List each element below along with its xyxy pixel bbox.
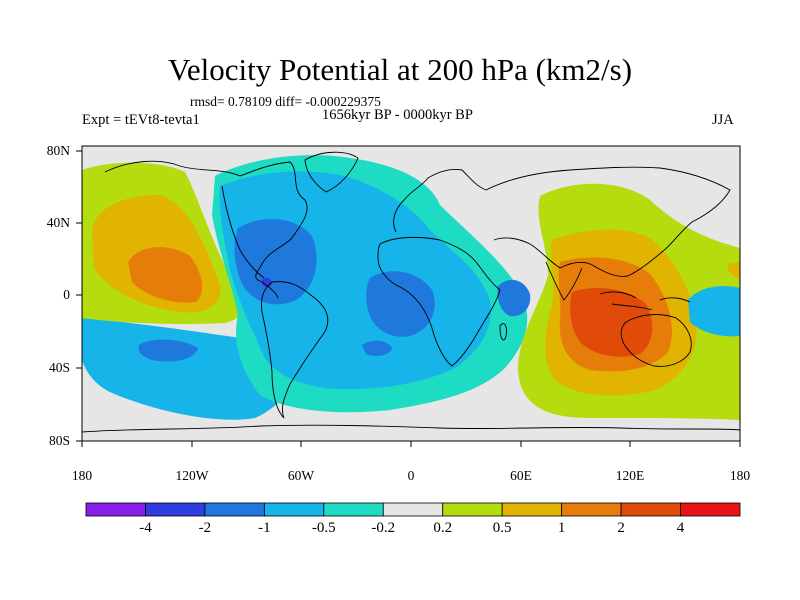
lon-label-120w: 120W — [175, 468, 209, 483]
coastline-antarctica — [82, 424, 740, 433]
colorbar-label: 0.2 — [433, 520, 453, 536]
colorbar-label: 1 — [557, 520, 566, 536]
coastline-indonesia — [599, 291, 691, 311]
lon-label-0: 0 — [407, 468, 415, 483]
lon-label-120e: 120E — [615, 468, 645, 483]
season-label: JJA — [712, 112, 734, 128]
coastline-central-america — [221, 185, 265, 279]
coastline-australia — [620, 314, 692, 367]
coastline-asia — [485, 166, 731, 277]
lat-label-40n: 40N — [46, 215, 70, 230]
lat-label-0: 0 — [63, 287, 70, 302]
coastline-europe — [393, 169, 487, 233]
coastline-greenland — [304, 151, 359, 193]
colorbar-label: -4 — [139, 520, 152, 536]
colorbar-label: -1 — [258, 520, 271, 536]
stats-label: rmsd= 0.78109 diff= -0.000229375 — [190, 94, 381, 109]
lon-label-60w: 60W — [287, 468, 315, 483]
map-title: Velocity Potential at 200 hPa (km2/s) — [167, 52, 633, 87]
contour-west-pacific-neg — [688, 286, 740, 337]
lon-ticks — [81, 441, 741, 447]
lat-label-40s: 40S — [48, 360, 70, 375]
colorbar-swatch — [323, 502, 384, 517]
coastlines — [82, 151, 740, 433]
experiment-label: Expt = tEVt8-tevta1 — [82, 112, 200, 128]
colorbar-swatch — [204, 502, 265, 517]
contour-indopacific-pos-core — [570, 288, 653, 357]
lat-label-80n: 80N — [46, 143, 70, 158]
colorbar-label: -0.2 — [371, 520, 396, 536]
colorbar-label: 0.5 — [492, 520, 512, 536]
coastline-north-america — [104, 160, 308, 299]
colorbar-swatch — [501, 502, 563, 517]
colorbar-swatch — [620, 502, 681, 517]
colorbar-label: -2 — [198, 520, 212, 536]
lon-label-180w: 180 — [71, 468, 93, 483]
contour-indian-neg — [497, 279, 531, 317]
colorbar-swatch — [561, 502, 622, 517]
coastline-madagascar — [499, 323, 507, 341]
lon-label-60e: 60E — [510, 468, 532, 483]
colorbar-swatch — [85, 502, 146, 517]
lat-label-80s: 80S — [48, 433, 70, 448]
colorbar-swatch — [263, 502, 325, 517]
contour-pacific-north-pos-core — [128, 247, 203, 303]
contour-east-pacific-pos — [727, 262, 740, 280]
contour-atlantic-neg-inner-1 — [234, 218, 317, 305]
colorbar-label: -0.5 — [311, 520, 336, 536]
contour-atlantic-neg-inner-2 — [366, 271, 435, 337]
coastline-africa — [377, 236, 501, 367]
lon-label-180e: 180 — [729, 468, 751, 483]
colorbar-swatch — [145, 502, 206, 517]
coastline-south-america — [261, 281, 329, 419]
colorbar-label: 4 — [676, 520, 685, 536]
contour-pacific-south-neg-core — [138, 339, 198, 362]
contour-atlantic-neg-inner-3 — [362, 340, 392, 356]
colorbar-swatch — [382, 502, 444, 517]
colorbar — [85, 502, 741, 517]
period-label: 1656kyr BP - 0000kyr BP — [322, 107, 473, 123]
coastline-india — [545, 261, 583, 301]
contour-field — [82, 155, 740, 420]
lat-ticks — [76, 150, 82, 442]
colorbar-label: 2 — [617, 520, 625, 536]
colorbar-swatch — [442, 502, 503, 517]
colorbar-swatch — [680, 502, 741, 517]
